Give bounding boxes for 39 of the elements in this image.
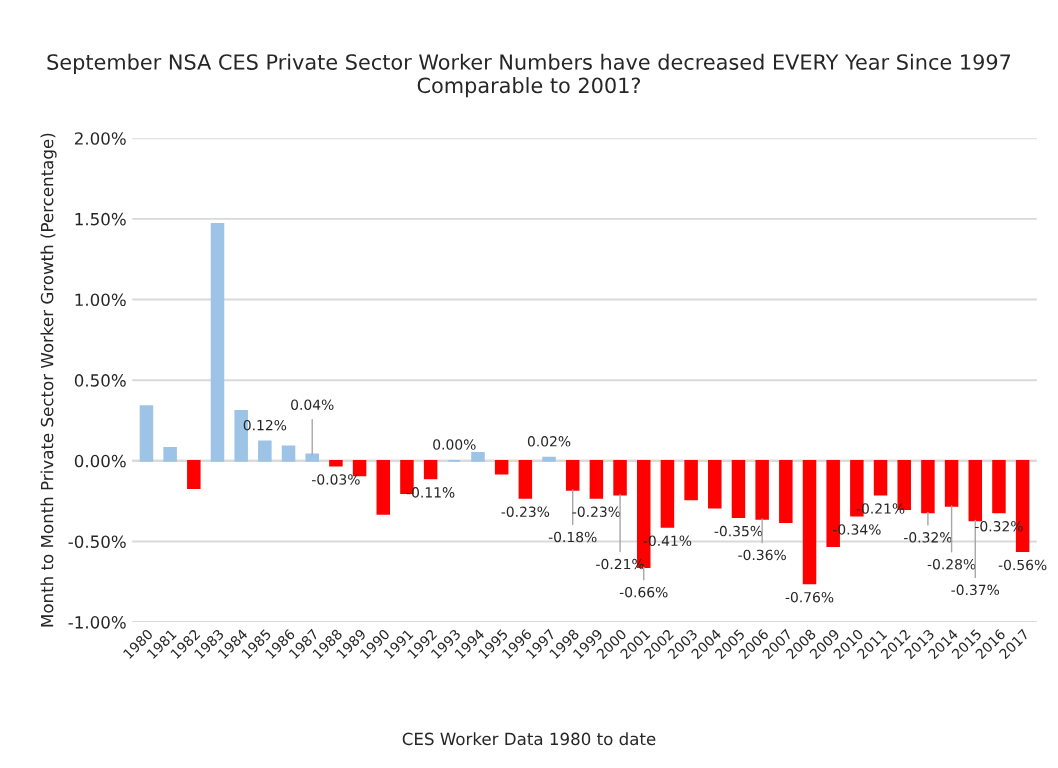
y-tick-label: 1.50%: [75, 212, 126, 226]
bar: [779, 459, 793, 523]
y-tick-label: -1.00%: [68, 616, 126, 629]
bar: [471, 451, 485, 462]
y-tick-label: -0.50%: [68, 535, 126, 549]
bar: [423, 459, 438, 480]
bar: [708, 459, 722, 509]
bar: [802, 459, 817, 585]
bar: [376, 459, 391, 515]
y-tick-label: 0.00%: [74, 454, 126, 468]
bar: [944, 459, 959, 507]
bar: [660, 459, 675, 528]
bar: [210, 222, 225, 462]
bar: [139, 405, 154, 462]
y-tick-label: 0.50%: [74, 374, 126, 387]
bar: [565, 459, 580, 491]
y-tick-label: 2.00%: [74, 132, 126, 145]
y-tick-label: 1.00%: [75, 293, 126, 307]
bar: [352, 459, 367, 477]
bar: [305, 453, 319, 462]
y-axis-title: Month to Month Private Sector Worker Growth (Percentage): [40, 133, 57, 627]
bar: [921, 459, 935, 514]
bar: [329, 459, 343, 467]
bar: [755, 459, 769, 520]
bar: [589, 459, 604, 499]
bar: [731, 459, 746, 519]
bar: [258, 440, 272, 462]
bar: [281, 445, 296, 462]
bar: [163, 447, 177, 462]
bar: [613, 459, 627, 496]
x-axis-title: CES Worker Data 1980 to date: [402, 732, 656, 746]
bar: [968, 459, 983, 522]
bar: [684, 459, 698, 501]
bar: [187, 459, 201, 490]
bar: [518, 459, 533, 499]
chart-title: September NSA CES Private Sector Worker Numbers have decreased EVERY Year Since 1997 Comparable to 2001?: [47, 53, 1011, 98]
bar: [992, 459, 1006, 514]
bar: [873, 459, 888, 496]
bar: [494, 459, 509, 475]
